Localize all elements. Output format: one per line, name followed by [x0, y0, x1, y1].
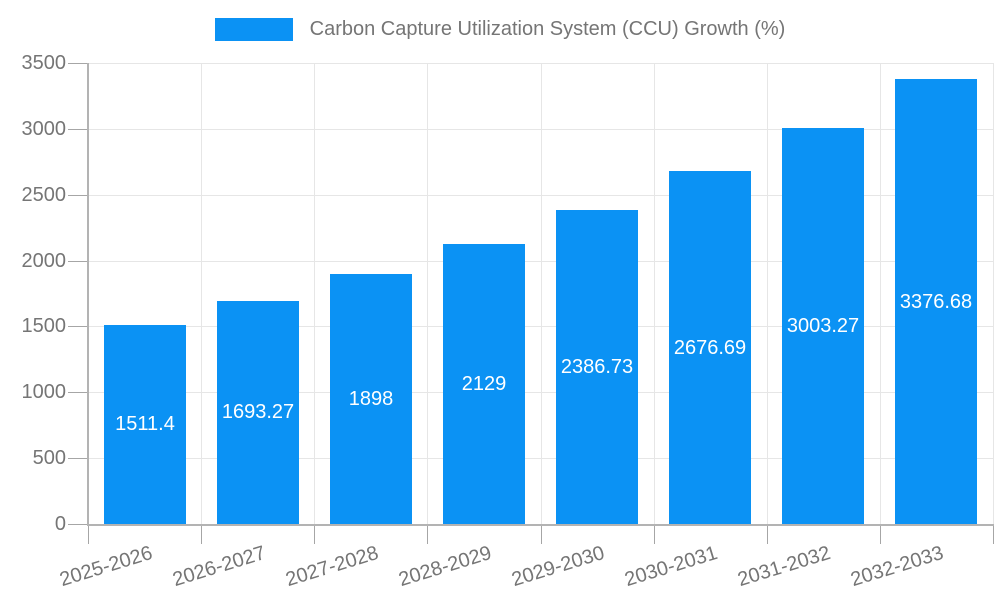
y-tick-label: 3500 — [21, 52, 67, 74]
v-gridline — [880, 63, 881, 524]
y-axis-tick — [68, 326, 88, 327]
h-gridline — [88, 392, 993, 393]
x-tick-label: 2027-2028 — [283, 542, 382, 592]
x-tick-label: 2025-2026 — [57, 542, 156, 592]
bar — [782, 128, 864, 524]
x-axis-tick — [88, 524, 89, 544]
chart-legend: Carbon Capture Utilization System (CCU) … — [0, 18, 1000, 41]
bar-value-label: 2386.73 — [560, 356, 634, 378]
x-axis-line — [87, 524, 994, 526]
legend-label: Carbon Capture Utilization System (CCU) … — [309, 18, 786, 40]
bar-value-label: 2676.69 — [673, 337, 747, 359]
bar — [443, 244, 525, 524]
x-axis-tick — [314, 524, 315, 544]
y-axis-tick — [68, 129, 88, 130]
v-gridline — [767, 63, 768, 524]
h-gridline — [88, 195, 993, 196]
x-tick-label: 2032-2033 — [848, 542, 947, 592]
bar-value-label: 1898 — [348, 388, 394, 410]
v-gridline — [427, 63, 428, 524]
h-gridline — [88, 326, 993, 327]
y-tick-label: 1000 — [21, 381, 67, 403]
h-gridline — [88, 458, 993, 459]
x-tick-label: 2029-2030 — [509, 542, 608, 592]
v-gridline — [314, 63, 315, 524]
y-axis-line — [87, 63, 89, 526]
y-tick-label: 1500 — [21, 315, 67, 337]
bar-value-label: 2129 — [461, 373, 507, 395]
y-axis-tick — [68, 524, 88, 525]
h-gridline — [88, 63, 993, 64]
v-gridline — [541, 63, 542, 524]
bar — [556, 210, 638, 524]
v-gridline — [993, 63, 994, 524]
x-axis-tick — [201, 524, 202, 544]
bar-value-label: 3003.27 — [786, 315, 860, 337]
x-axis-tick — [880, 524, 881, 544]
h-gridline — [88, 261, 993, 262]
x-tick-label: 2028-2029 — [396, 542, 495, 592]
y-axis-tick — [68, 392, 88, 393]
x-axis-tick — [541, 524, 542, 544]
y-tick-label: 0 — [54, 513, 66, 535]
bar-value-label: 1511.4 — [115, 413, 175, 435]
bar — [669, 171, 751, 524]
x-axis-tick — [654, 524, 655, 544]
y-axis-tick — [68, 261, 88, 262]
bar — [104, 325, 186, 524]
legend-swatch — [214, 18, 293, 41]
bar — [895, 79, 977, 524]
h-gridline — [88, 129, 993, 130]
x-axis-tick — [427, 524, 428, 544]
y-tick-label: 2500 — [21, 184, 67, 206]
bar — [217, 301, 299, 524]
x-tick-label: 2030-2031 — [622, 542, 721, 592]
bar-value-label: 3376.68 — [899, 291, 973, 313]
x-axis-tick — [767, 524, 768, 544]
x-axis-tick — [993, 524, 994, 544]
y-tick-label: 3000 — [21, 118, 67, 140]
bar-value-label: 1693.27 — [221, 401, 295, 423]
y-axis-tick — [68, 195, 88, 196]
y-axis-tick — [68, 458, 88, 459]
v-gridline — [654, 63, 655, 524]
bar — [330, 274, 412, 524]
y-axis-tick — [68, 63, 88, 64]
v-gridline — [201, 63, 202, 524]
x-tick-label: 2026-2027 — [170, 542, 269, 592]
x-tick-label: 2031-2032 — [735, 542, 834, 592]
y-tick-label: 2000 — [21, 250, 67, 272]
y-tick-label: 500 — [32, 447, 66, 469]
